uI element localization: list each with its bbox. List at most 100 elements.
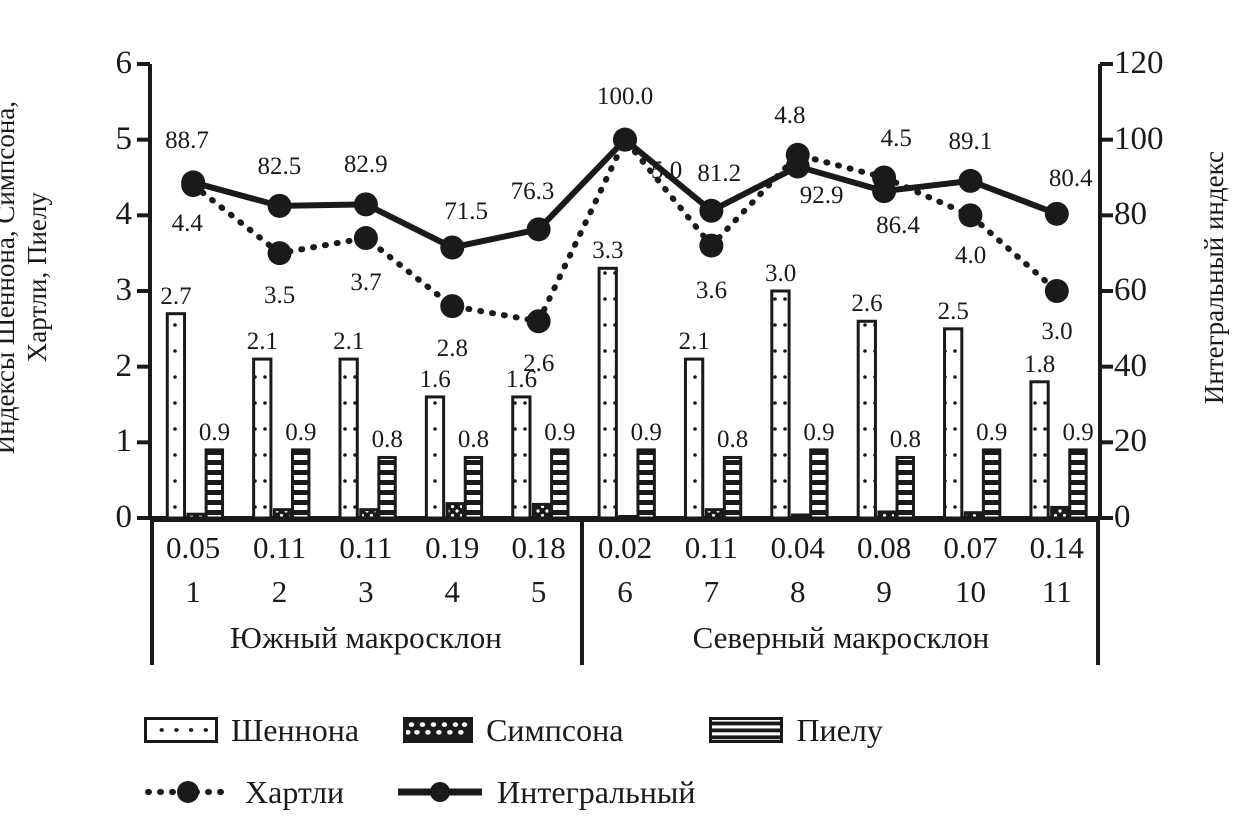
legend-label-hartley: Хартли xyxy=(245,774,345,810)
y-tick-left-6: 6 xyxy=(115,45,133,81)
hartley-marker-3 xyxy=(353,226,378,251)
bar-Шеннона-9 xyxy=(856,319,877,520)
bar-Симпсона-5 xyxy=(531,502,552,520)
y-tick-left-3: 3 xyxy=(115,272,133,308)
x-category-5: 5 xyxy=(530,574,547,609)
bar-Пиелу-4 xyxy=(463,455,484,520)
group-label-north: Северный макросклон xyxy=(692,620,990,655)
label-hartley-11: 3.0 xyxy=(1041,318,1073,345)
legend-item-simpson[interactable]: Симпсона xyxy=(403,714,623,746)
label-hartley-8: 4.8 xyxy=(774,101,806,129)
bar-Симпсона-11 xyxy=(1050,505,1070,520)
label-integral-9: 86.4 xyxy=(876,212,920,240)
group-label-south: Южный макросклон xyxy=(230,620,502,655)
label-integral-6: 100.0 xyxy=(597,82,654,110)
bar-Шеннона-4 xyxy=(424,395,446,520)
label-hartley-3: 3.7 xyxy=(350,269,382,297)
y-tick-right-40: 40 xyxy=(1114,347,1147,384)
label-hartley-4: 2.8 xyxy=(436,335,469,363)
hartley-marker-7 xyxy=(699,233,724,258)
hartley-marker-11 xyxy=(1044,279,1069,303)
x-category-3: 3 xyxy=(358,574,374,609)
legend-item-pielou[interactable]: Пиелу xyxy=(709,714,883,746)
label-hartley-5: 2.6 xyxy=(523,350,555,378)
x-category-4: 4 xyxy=(444,574,461,609)
x-axis-box-left xyxy=(150,518,154,665)
bar-Симпсона-8 xyxy=(791,513,811,520)
label-integral-1: 88.7 xyxy=(165,127,209,155)
hartley-line-icon xyxy=(144,779,232,805)
bar-Пиелу-9 xyxy=(895,455,915,520)
bar-Пиелу-11 xyxy=(1068,448,1088,520)
label-shannon-5: 1.6 xyxy=(505,365,538,393)
y-tick-right-60: 60 xyxy=(1114,272,1147,308)
label-shannon-7: 2.1 xyxy=(678,328,710,356)
label-integral-11: 80.4 xyxy=(1048,164,1093,192)
integral-marker-11 xyxy=(1044,201,1069,226)
label-hartley-6: 5.0 xyxy=(651,156,683,184)
label-integral-10: 89.1 xyxy=(948,127,993,155)
y-tick-left-2: 2 xyxy=(115,347,133,384)
integral-marker-8 xyxy=(785,154,810,179)
integral-marker-4 xyxy=(440,235,465,260)
label-shannon-11: 1.8 xyxy=(1024,350,1056,378)
bar-Пиелу-6 xyxy=(636,448,656,520)
bar-Симпсона-9 xyxy=(877,510,897,520)
bar-Пиелу-2 xyxy=(291,448,311,520)
x-category-8: 8 xyxy=(789,574,806,609)
label-shannon-8: 3.0 xyxy=(764,260,797,287)
bar-Пиелу-8 xyxy=(809,448,829,520)
y-tick-left-0: 0 xyxy=(115,499,133,535)
x-category-6: 6 xyxy=(617,574,633,609)
label-hartley-2: 3.5 xyxy=(264,282,296,310)
bar-Пиелу-3 xyxy=(377,455,397,520)
x-simpson-value-10: 0.07 xyxy=(943,530,998,565)
integral-marker-2 xyxy=(267,193,292,218)
legend-item-shannon[interactable]: Шеннона xyxy=(144,714,359,746)
label-pielou-7: 0.8 xyxy=(717,426,749,454)
label-shannon-10: 2.5 xyxy=(937,297,969,325)
x-simpson-value-2: 0.11 xyxy=(252,530,307,565)
x-category-1: 1 xyxy=(185,574,201,609)
hartley-marker-4 xyxy=(440,294,465,319)
y-tick-left-4: 4 xyxy=(115,196,133,233)
bar-Пиелу-7 xyxy=(722,455,743,520)
y-tick-right-120: 120 xyxy=(1114,45,1164,81)
label-integral-4: 71.5 xyxy=(444,198,489,226)
integral-marker-5 xyxy=(526,217,551,242)
label-pielou-3: 0.8 xyxy=(371,426,403,454)
integral-marker-6 xyxy=(613,127,637,152)
x-simpson-value-7: 0.11 xyxy=(684,530,738,565)
x-category-11: 11 xyxy=(1041,574,1072,609)
bar-Шеннона-3 xyxy=(338,357,359,520)
label-integral-7: 81.2 xyxy=(697,159,742,187)
label-shannon-4: 1.6 xyxy=(419,365,451,393)
bar-Шеннона-1 xyxy=(165,312,187,520)
label-hartley-7: 3.6 xyxy=(695,276,728,304)
bar-Симпсона-3 xyxy=(359,508,379,520)
hartley-line xyxy=(190,134,1060,325)
label-pielou-10: 0.9 xyxy=(976,418,1008,446)
y-tick-right-0: 0 xyxy=(1114,499,1131,535)
legend-label-shannon: Шеннона xyxy=(231,712,360,748)
x-simpson-value-9: 0.08 xyxy=(856,530,912,565)
x-category-10: 10 xyxy=(954,574,986,609)
x-axis-group-divider xyxy=(579,518,584,665)
legend-item-hartley[interactable]: Хартли xyxy=(144,776,344,808)
integral-marker-10 xyxy=(958,168,983,193)
x-axis-box-top xyxy=(150,518,1100,522)
bar-Шеннона-8 xyxy=(770,289,791,520)
x-simpson-value-1: 0.05 xyxy=(166,530,221,565)
label-shannon-6: 3.3 xyxy=(592,237,624,265)
x-simpson-value-11: 0.14 xyxy=(1029,530,1084,565)
bar-Пиелу-1 xyxy=(204,448,225,520)
y-tick-right-20: 20 xyxy=(1114,423,1147,460)
legend-item-integral[interactable]: Интегральный xyxy=(396,774,696,810)
label-pielou-5: 0.9 xyxy=(544,418,576,446)
legend-label-integral: Интегральный xyxy=(497,774,696,810)
bar-Пиелу-5 xyxy=(550,448,570,520)
label-integral-8: 92.9 xyxy=(799,181,844,209)
x-category-7: 7 xyxy=(703,574,720,609)
x-category-9: 9 xyxy=(876,574,892,609)
